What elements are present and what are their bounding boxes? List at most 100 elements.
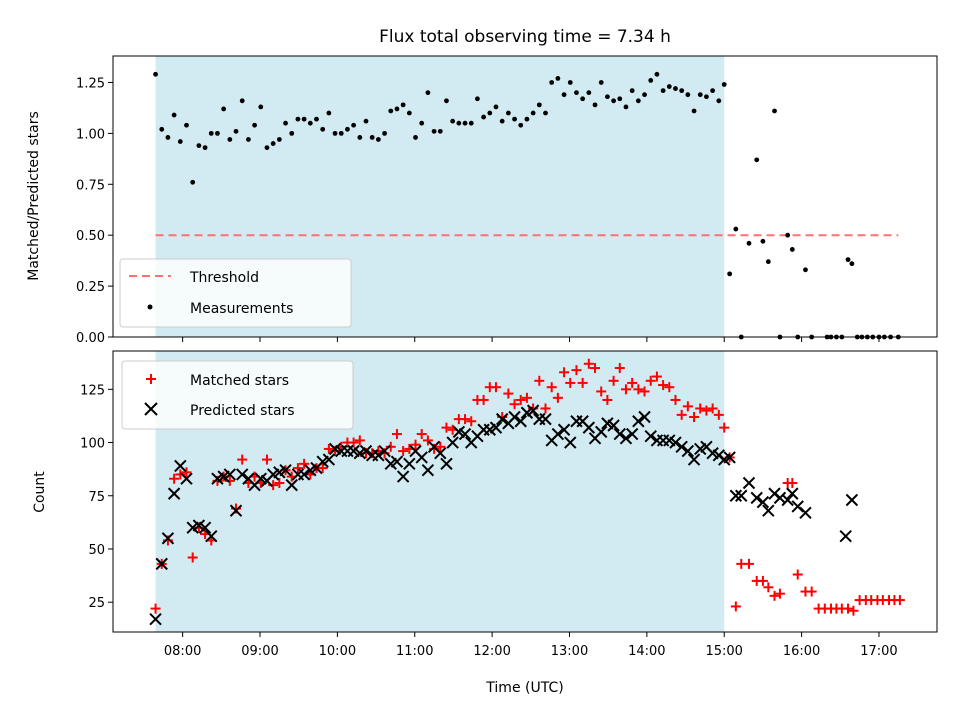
measurement-point (660, 88, 666, 94)
y-tick-label: 100 (80, 437, 105, 452)
matched-point (577, 377, 588, 388)
matched-point (590, 363, 601, 374)
measurement-point (400, 102, 406, 108)
y-tick-label: 1.00 (76, 127, 105, 142)
measurement-point (468, 120, 474, 126)
measurement-point (733, 226, 739, 232)
x-axis-label: Time (UTC) (485, 680, 563, 696)
measurement-point (171, 112, 177, 118)
predicted-point (149, 613, 162, 626)
legend-measurements-swatch (147, 304, 153, 310)
measurement-point (536, 102, 542, 108)
measurement-point (270, 141, 276, 146)
predicted-point (359, 444, 373, 458)
predicted-point (773, 491, 787, 505)
measurement-point (332, 130, 338, 136)
measurement-point (803, 267, 808, 273)
measurement-point (394, 106, 400, 112)
x-tick-label: 16:00 (783, 644, 820, 659)
predicted-point (723, 451, 736, 464)
measurement-point (431, 128, 437, 134)
matched-point (787, 477, 798, 488)
y-tick-label: 0.50 (76, 229, 105, 244)
measurement-point (388, 108, 394, 114)
measurement-point (629, 88, 635, 94)
matched-point (707, 403, 718, 414)
predicted-point (845, 493, 859, 507)
x-tick-label: 15:00 (705, 644, 742, 659)
matched-point (261, 454, 272, 465)
predicted-point (669, 436, 682, 449)
matched-point (792, 569, 803, 580)
predicted-point (236, 468, 249, 481)
measurement-point (481, 114, 487, 120)
measurement-point (697, 92, 703, 98)
predicted-point (421, 464, 435, 477)
matched-point (608, 375, 619, 386)
predicted-point (729, 489, 743, 502)
predicted-point (619, 432, 633, 445)
measurement-point (184, 122, 189, 128)
matched-point (441, 422, 452, 433)
matched-point (478, 394, 489, 405)
x-tick-label: 12:00 (473, 644, 510, 659)
measurement-point (221, 106, 227, 112)
measurement-point (190, 179, 196, 185)
top-legend-box (119, 258, 352, 328)
measurement-point (159, 126, 165, 132)
matched-point (620, 384, 631, 395)
predicted-point (205, 529, 218, 543)
matched-point (743, 558, 754, 569)
predicted-point (198, 521, 212, 534)
bottom-axes-frame (112, 350, 938, 633)
legend-predicted-label: Predicted stars (190, 403, 295, 419)
matched-point (237, 454, 248, 465)
measurement-point (227, 137, 233, 142)
matched-point (391, 429, 402, 440)
y-tick-label: 50 (88, 543, 105, 558)
matched-point (460, 414, 471, 425)
measurement-point (574, 90, 579, 96)
predicted-point (799, 506, 812, 519)
top-y-ticks: 0.00 0.25 0.50 0.75 1.00 1.25 (76, 76, 113, 346)
matched-point (682, 401, 693, 412)
predicted-point (564, 436, 577, 449)
measurement-point (580, 96, 586, 102)
top-panel: 0.00 0.25 0.50 0.75 1.00 1.25 Matched/Predict… (26, 55, 938, 346)
measurement-point (301, 116, 307, 122)
y-tick-label: 125 (80, 383, 105, 398)
matched-point (689, 411, 700, 422)
measurement-point (475, 96, 480, 102)
x-tick-label: 10:00 (319, 644, 356, 659)
predicted-point (687, 453, 701, 466)
matched-point (651, 371, 662, 382)
x-tick-label: 17:00 (860, 644, 897, 659)
matched-point (664, 382, 675, 393)
predicted-point (607, 419, 620, 432)
x-tick-label: 11:00 (396, 644, 433, 659)
matched-point (292, 463, 303, 474)
matched-point (763, 582, 774, 593)
matched-point (150, 603, 161, 614)
measurement-point (450, 118, 456, 124)
predicted-point (489, 421, 503, 434)
measurement-point (524, 116, 530, 122)
top-x-ticks (182, 337, 880, 342)
matched-point (317, 463, 328, 474)
predicted-point (539, 412, 552, 426)
measurement-point (363, 118, 369, 124)
measurement-point (666, 84, 672, 89)
predicted-point (735, 489, 748, 502)
measurement-point (437, 128, 443, 134)
predicted-point (167, 487, 181, 500)
chart-title: Flux total observing time = 7.34 h (379, 27, 671, 47)
predicted-point (174, 459, 187, 473)
matched-point (719, 422, 730, 433)
matched-point (521, 392, 532, 403)
measurement-point (605, 94, 610, 100)
matched-point (323, 443, 334, 454)
measurement-point (425, 90, 431, 96)
predicted-point (372, 449, 385, 462)
predicted-point (742, 476, 756, 490)
matched-point (633, 384, 644, 395)
